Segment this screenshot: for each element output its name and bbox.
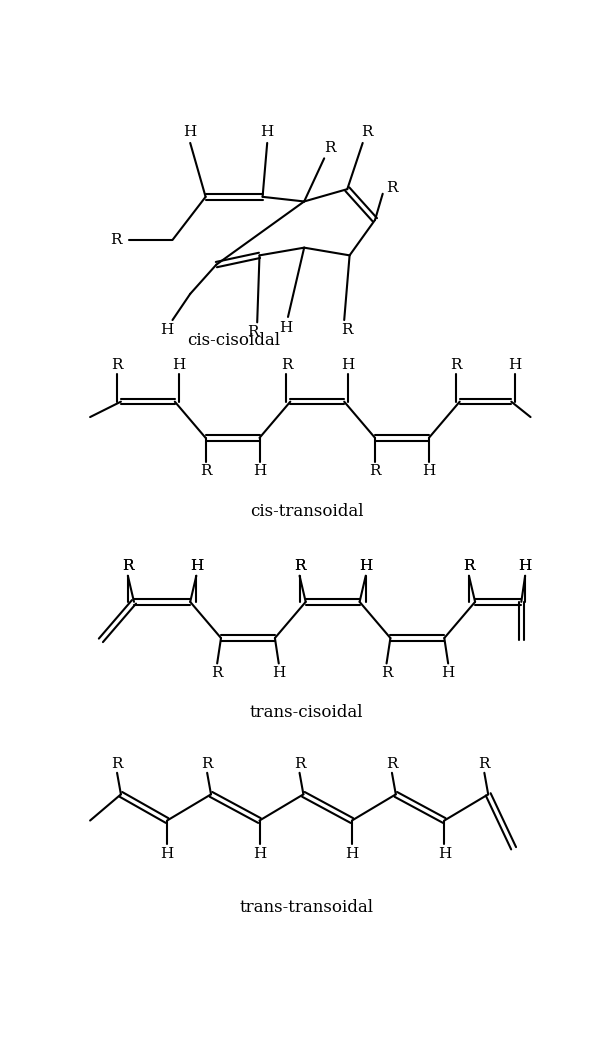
Text: H: H <box>359 560 373 573</box>
Text: R: R <box>122 560 133 573</box>
Text: H: H <box>359 560 373 573</box>
Text: H: H <box>422 464 435 478</box>
Text: H: H <box>190 560 203 573</box>
Text: H: H <box>518 560 532 573</box>
Text: H: H <box>518 560 532 573</box>
Text: H: H <box>279 320 292 335</box>
Text: H: H <box>190 560 203 573</box>
Text: H: H <box>438 846 451 861</box>
Text: R: R <box>463 560 475 573</box>
Text: R: R <box>294 757 306 771</box>
Text: cis-transoidal: cis-transoidal <box>250 503 363 520</box>
Text: R: R <box>248 326 259 339</box>
Text: R: R <box>122 560 133 573</box>
Text: R: R <box>212 666 223 679</box>
Text: R: R <box>111 358 123 372</box>
Text: H: H <box>160 323 174 337</box>
Text: R: R <box>202 757 213 771</box>
Text: H: H <box>253 846 266 861</box>
Text: H: H <box>160 846 174 861</box>
Text: H: H <box>253 464 266 478</box>
Text: R: R <box>369 464 381 478</box>
Text: H: H <box>172 358 185 372</box>
Text: H: H <box>341 358 355 372</box>
Text: H: H <box>345 846 359 861</box>
Text: trans-transoidal: trans-transoidal <box>239 899 374 916</box>
Text: R: R <box>325 141 336 154</box>
Text: R: R <box>294 560 306 573</box>
Text: trans-cisoidal: trans-cisoidal <box>250 705 363 721</box>
Text: cis-cisoidal: cis-cisoidal <box>188 332 280 349</box>
Text: R: R <box>280 358 292 372</box>
Text: R: R <box>463 560 475 573</box>
Text: R: R <box>111 233 122 247</box>
Text: R: R <box>341 323 353 337</box>
Text: R: R <box>386 757 398 771</box>
Text: H: H <box>184 125 197 140</box>
Text: R: R <box>111 757 123 771</box>
Text: R: R <box>294 560 306 573</box>
Text: H: H <box>441 666 455 679</box>
Text: R: R <box>200 464 211 478</box>
Text: R: R <box>381 666 392 679</box>
Text: H: H <box>508 358 522 372</box>
Text: H: H <box>261 125 274 140</box>
Text: R: R <box>362 125 373 140</box>
Text: R: R <box>450 358 462 372</box>
Text: R: R <box>478 757 490 771</box>
Text: R: R <box>386 181 398 194</box>
Text: H: H <box>272 666 285 679</box>
